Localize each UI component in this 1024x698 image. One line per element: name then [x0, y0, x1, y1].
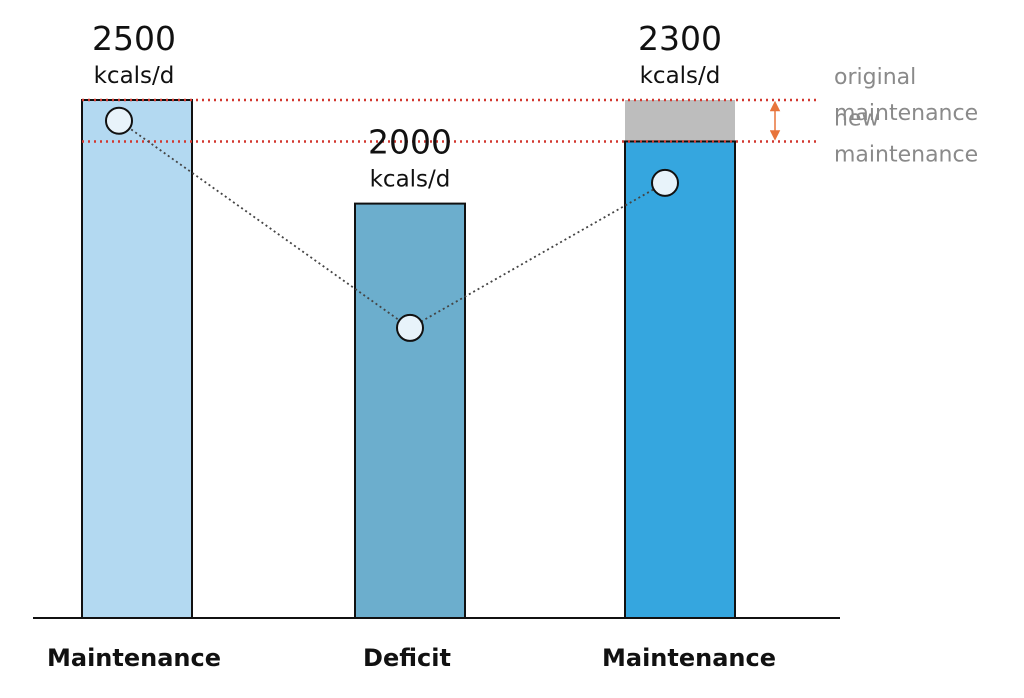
- unit-label-2: kcals/d: [640, 63, 721, 89]
- category-label-2: Maintenance: [602, 644, 776, 672]
- bar-2: [624, 140, 736, 619]
- reference-label-0-line-0: original: [834, 65, 916, 90]
- bars-layer: [81, 99, 736, 619]
- value-label-0: 2500: [92, 19, 176, 58]
- reference-label-1-line-0: new: [834, 106, 879, 131]
- reference-label-1-line-1: maintenance: [834, 142, 978, 167]
- reference-lines-layer: [82, 98, 820, 143]
- category-label-0: Maintenance: [47, 644, 221, 672]
- category-label-1: Deficit: [363, 644, 451, 672]
- trend-point-1: [396, 313, 424, 342]
- unit-label-1: kcals/d: [370, 167, 451, 193]
- trend-layer: [105, 106, 679, 342]
- trend-point-2: [651, 168, 679, 197]
- bar-1: [354, 202, 466, 619]
- unit-label-0: kcals/d: [94, 63, 175, 89]
- bar-0: [81, 99, 193, 619]
- value-label-1: 2000: [368, 123, 452, 162]
- bar-reduction-segment: [625, 100, 735, 142]
- trend-point-0: [105, 106, 133, 135]
- text-layer: 2500 kcals/d 2000 kcals/d 2300 kcals/d Mainten…: [47, 19, 978, 672]
- reference-label-0-line-1: maintenance: [834, 101, 978, 126]
- value-label-2: 2300: [638, 19, 722, 58]
